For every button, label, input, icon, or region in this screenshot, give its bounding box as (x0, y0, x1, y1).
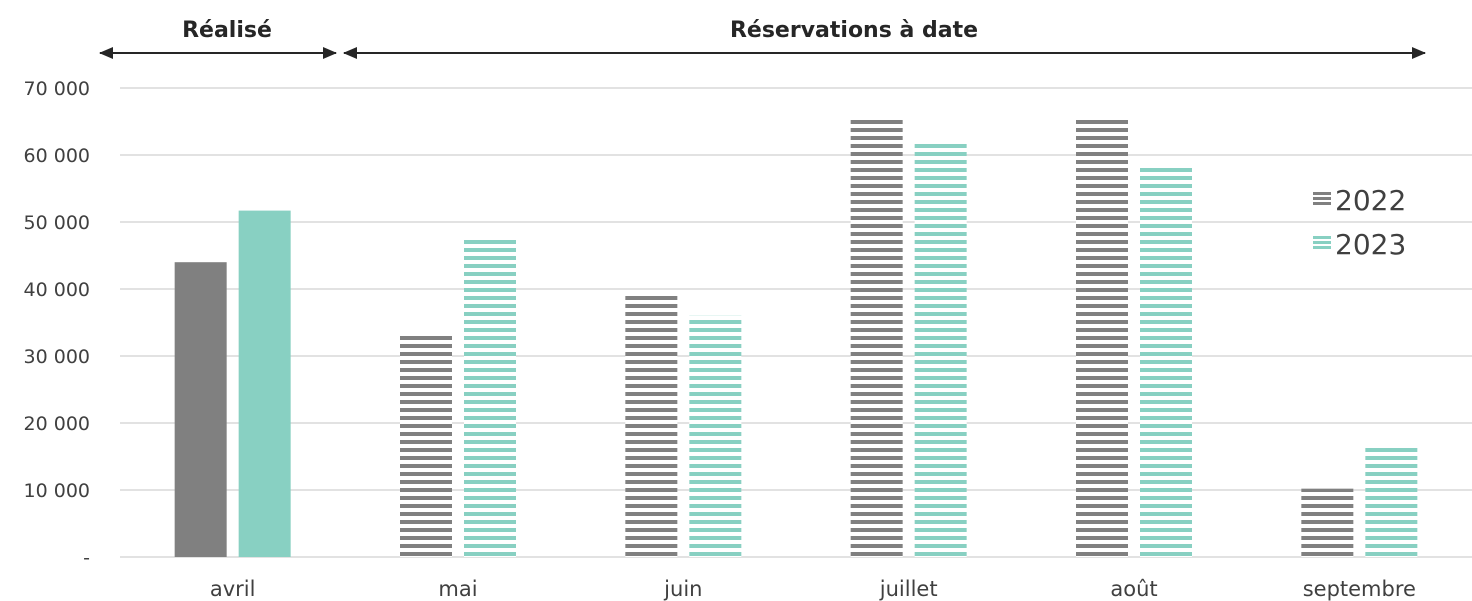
bars (174, 116, 1418, 558)
bar-2023-juillet (914, 141, 967, 557)
legend-swatch (1313, 236, 1331, 249)
x-axis-labels: avril mai juin juillet août septembre (210, 577, 1416, 601)
period-label: Réalisé (182, 18, 272, 43)
bar-2023-juin (689, 315, 742, 557)
legend-label: 2023 (1335, 228, 1406, 261)
bar-2022-avril (174, 262, 227, 557)
period-label: Réservations à date (730, 18, 978, 43)
x-category-label: août (1110, 577, 1157, 601)
bar-2022-mai (400, 335, 452, 557)
bar-2022-juillet (850, 116, 903, 557)
x-category-label: juin (663, 577, 702, 601)
y-tick-label: 50 000 (24, 212, 90, 234)
period-header: Réalisé Réservations à date (99, 18, 1426, 59)
bar-2023-septembre (1365, 446, 1418, 557)
y-tick-label: 10 000 (24, 480, 90, 502)
bar-2022-septembre (1301, 488, 1354, 557)
bar-2023-août (1140, 167, 1192, 557)
y-tick-label: 60 000 (24, 145, 90, 167)
x-category-label: avril (210, 577, 256, 601)
bar-2022-août (1076, 116, 1128, 557)
y-axis-ticks: - 10 000 20 000 30 000 40 000 50 000 60 000 70 … (24, 78, 90, 569)
x-category-label: septembre (1303, 577, 1416, 601)
bar-2022-juin (625, 292, 678, 557)
legend-label: 2022 (1335, 184, 1406, 217)
y-tick-label: 40 000 (24, 279, 90, 301)
x-category-label: juillet (879, 577, 938, 601)
y-tick-label: 70 000 (24, 78, 90, 100)
y-tick-label: 20 000 (24, 413, 90, 435)
bar-2023-mai (464, 238, 516, 557)
legend-swatch (1313, 192, 1331, 205)
y-tick-label: - (83, 547, 90, 569)
legend: 2022 2023 (1313, 184, 1406, 261)
y-tick-label: 30 000 (24, 346, 90, 368)
bar-2023-avril (238, 210, 291, 558)
x-category-label: mai (438, 577, 477, 601)
gridlines (120, 87, 1472, 558)
